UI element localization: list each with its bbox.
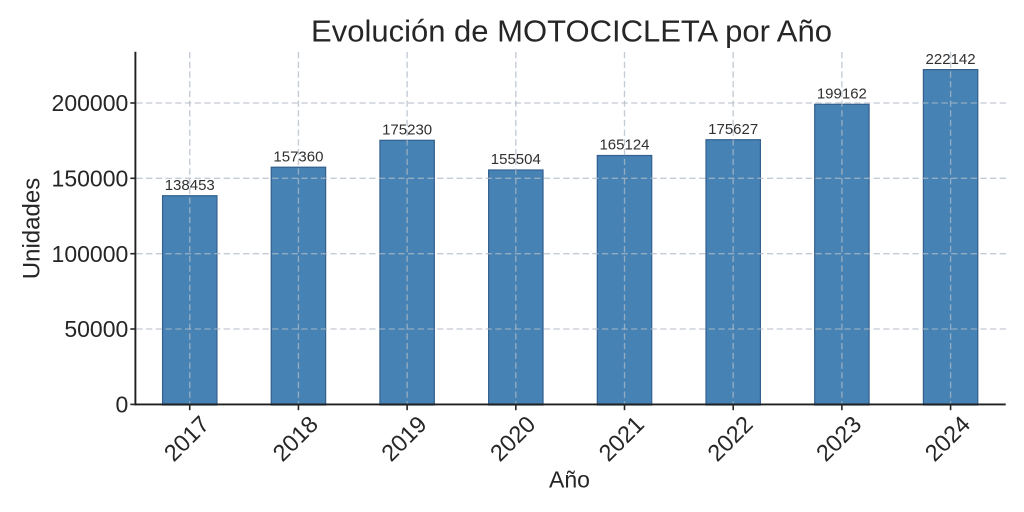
svg-text:200000: 200000 [52, 90, 129, 116]
svg-text:175627: 175627 [708, 121, 758, 138]
svg-text:157360: 157360 [273, 148, 323, 165]
svg-text:0: 0 [116, 392, 129, 418]
svg-text:199162: 199162 [817, 86, 867, 103]
svg-text:Evolución de MOTOCICLETA por A: Evolución de MOTOCICLETA por Año [311, 14, 832, 49]
svg-text:155504: 155504 [491, 151, 541, 168]
svg-text:100000: 100000 [52, 241, 129, 267]
svg-text:Año: Año [549, 467, 590, 493]
svg-text:175230: 175230 [382, 122, 432, 139]
svg-text:Unidades: Unidades [19, 178, 46, 279]
svg-text:222142: 222142 [926, 51, 976, 68]
svg-text:150000: 150000 [52, 166, 129, 192]
svg-text:165124: 165124 [599, 137, 649, 154]
svg-text:138453: 138453 [165, 177, 215, 194]
svg-text:50000: 50000 [64, 316, 128, 342]
